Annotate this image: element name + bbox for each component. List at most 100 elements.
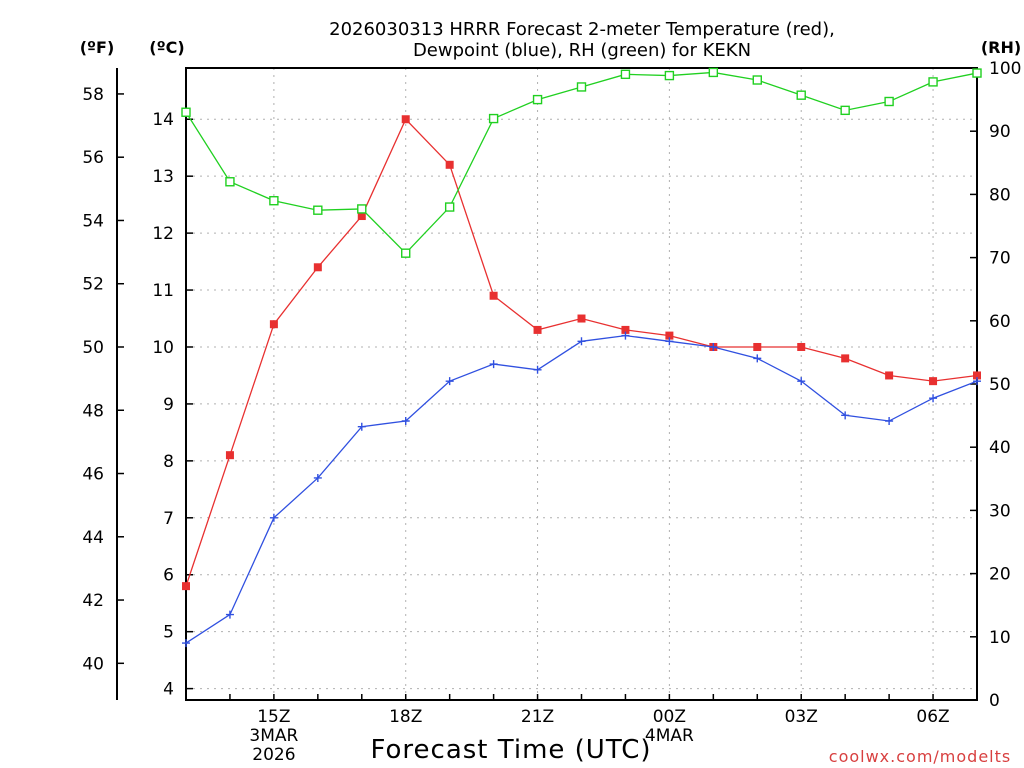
x-tick-label: 03Z [785, 707, 818, 727]
dewpoint-point [269, 513, 278, 522]
rh-tick-label: 40 [989, 438, 1011, 458]
temperature-point [182, 582, 190, 591]
rh-point [313, 205, 323, 215]
celsius-tick-label: 10 [152, 338, 174, 358]
dewpoint-point [841, 411, 850, 420]
chart-title-line2: Dewpoint (blue), RH (green) for KEKN [413, 40, 751, 61]
dewpoint-point [885, 417, 894, 426]
rh-tick-label: 90 [989, 122, 1011, 142]
chart-title-line1: 2026030313 HRRR Forecast 2-meter Tempera… [329, 19, 835, 40]
credit-label: coolwx.com/modelts [829, 747, 1011, 766]
x-tick-label: 15Z [257, 707, 290, 727]
rh-point [576, 82, 587, 92]
rh-point [884, 96, 894, 107]
x-tick-label: 06Z [916, 707, 949, 727]
x-year-label: 2026 [252, 745, 295, 765]
dewpoint-line [185, 334, 978, 644]
rh-tick-label: 100 [989, 59, 1021, 79]
fahrenheit-tick-label: 56 [82, 148, 104, 168]
celsius-tick-label: 5 [163, 623, 174, 643]
rh-point [708, 67, 719, 78]
celsius-tick-label: 12 [152, 224, 174, 244]
temperature-point [313, 263, 322, 272]
rh-tick-label: 60 [989, 312, 1011, 332]
dewpoint-point [709, 342, 718, 351]
rh-unit-label: (RH) [981, 38, 1021, 57]
rh-tick-label: 10 [989, 628, 1011, 648]
dewpoint-point [489, 360, 498, 369]
rh-tick-label: 20 [989, 565, 1011, 585]
series-layer [181, 67, 982, 648]
fahrenheit-tick-label: 40 [82, 654, 104, 674]
rh-point [357, 204, 367, 214]
celsius-tick-label: 8 [163, 452, 174, 472]
rh-point [181, 107, 191, 117]
rh-tick-label: 30 [989, 501, 1011, 521]
x-tick-label: 18Z [389, 707, 422, 727]
x-axis-label: Forecast Time (UTC) [370, 735, 651, 765]
rh-point [532, 94, 543, 105]
rh-point [840, 105, 850, 116]
temperature-point [929, 377, 938, 386]
temperature-point [489, 291, 498, 300]
axes [116, 67, 978, 701]
dewpoint-point [182, 639, 190, 648]
dewpoint-point [401, 417, 410, 426]
rh-tick-label: 70 [989, 249, 1011, 269]
rh-point [269, 196, 279, 206]
dewpoint-point [445, 377, 454, 386]
temperature-point [621, 325, 630, 334]
celsius-tick-label: 7 [163, 509, 174, 529]
temperature-point [841, 354, 850, 363]
dewpoint-point [753, 354, 762, 363]
celsius-tick-label: 4 [163, 680, 174, 700]
fahrenheit-tick-label: 52 [82, 275, 104, 295]
fahrenheit-unit-label: (ºF) [80, 38, 115, 57]
temperature-point [577, 314, 586, 323]
rh-point [752, 75, 762, 85]
dewpoint-point [533, 365, 542, 374]
celsius-tick-label: 6 [163, 566, 174, 586]
plot-frame [185, 67, 978, 701]
fahrenheit-tick-label: 44 [82, 528, 104, 548]
dewpoint-point [929, 394, 938, 403]
rh-point [928, 77, 938, 87]
rh-point [401, 248, 411, 258]
dewpoint-point [357, 422, 366, 431]
rh-point [972, 68, 982, 78]
temperature-point [357, 212, 366, 221]
temperature-point [225, 451, 234, 460]
rh-point [444, 202, 455, 212]
temperature-point [797, 342, 806, 351]
celsius-unit-label: (ºC) [149, 38, 184, 57]
dewpoint-point [621, 331, 630, 340]
rh-tick-label: 0 [989, 691, 1000, 711]
grid [186, 68, 977, 700]
fahrenheit-tick-label: 46 [82, 465, 104, 485]
dewpoint-point [225, 610, 234, 619]
celsius-tick-label: 11 [152, 281, 174, 301]
rh-point [796, 90, 806, 100]
temperature-point [533, 325, 542, 334]
x-tick-label: 00Z [653, 707, 686, 727]
rh-tick-label: 80 [989, 185, 1011, 205]
celsius-tick-label: 13 [152, 167, 174, 187]
fahrenheit-tick-label: 42 [82, 591, 104, 611]
dewpoint-point [313, 473, 322, 482]
x-date-label: 3MAR [249, 726, 298, 746]
dewpoint-point [665, 337, 674, 346]
rh-point [488, 113, 499, 124]
fahrenheit-tick-label: 54 [82, 211, 104, 231]
rh-point [225, 177, 235, 187]
temperature-point [445, 160, 454, 169]
fahrenheit-tick-label: 58 [82, 85, 104, 105]
x-date-label: 4MAR [645, 726, 694, 746]
dewpoint-point [577, 337, 586, 346]
dewpoint-point [973, 377, 981, 386]
celsius-tick-label: 9 [163, 395, 174, 415]
rh-tick-label: 50 [989, 375, 1011, 395]
rh-line [185, 71, 978, 255]
temperature-point [665, 331, 674, 340]
tick-labels: 4567891011121314404244464850525456580102… [82, 59, 1021, 765]
